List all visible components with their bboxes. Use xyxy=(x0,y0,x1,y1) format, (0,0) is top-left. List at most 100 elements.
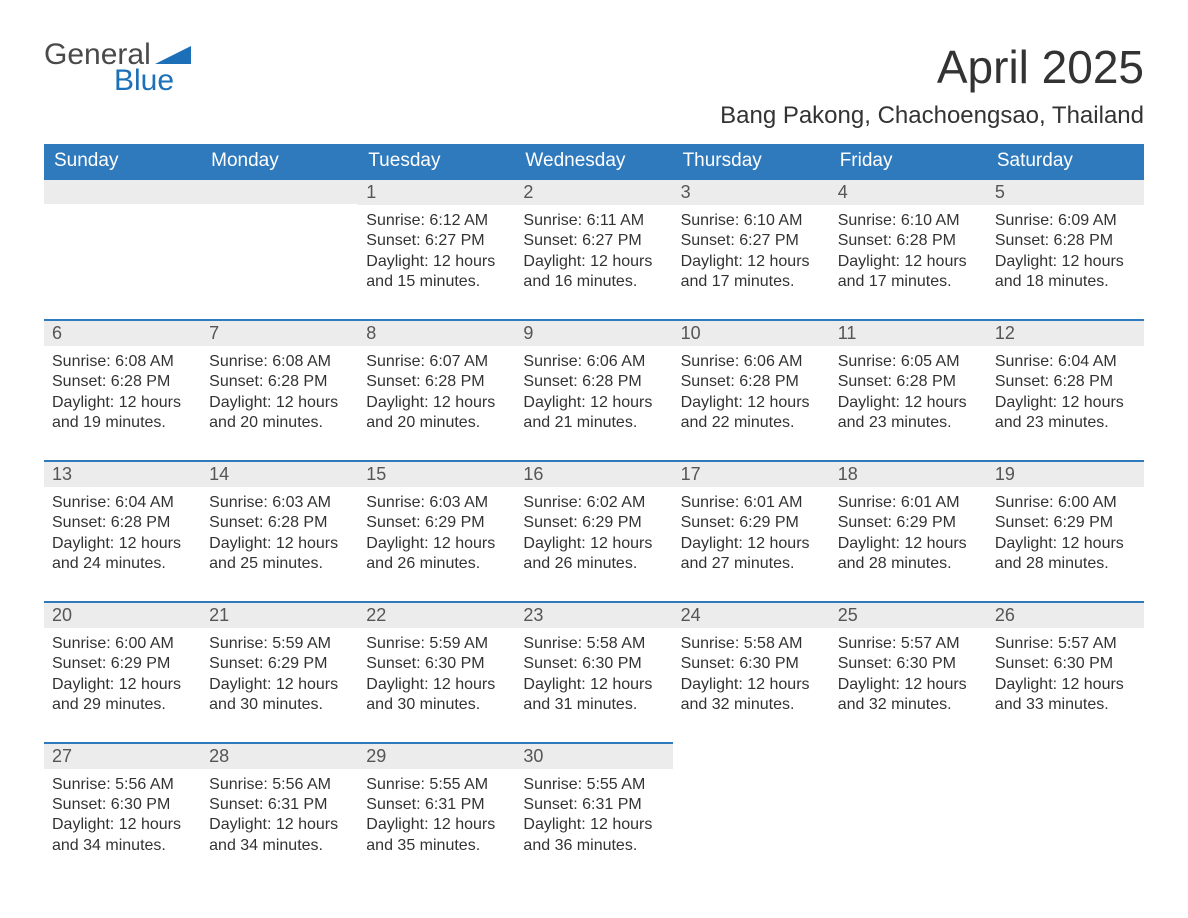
brand-logo: General Blue xyxy=(44,40,191,96)
daylight-line-1: Daylight: 12 hours xyxy=(523,252,664,272)
daylight-line-1: Daylight: 12 hours xyxy=(52,675,193,695)
day-number: 2 xyxy=(515,180,672,205)
sunset-line: Sunset: 6:28 PM xyxy=(681,372,822,392)
sunrise-line: Sunrise: 6:08 AM xyxy=(52,352,193,372)
daylight-line-2: and 36 minutes. xyxy=(523,836,664,856)
day-details: Sunrise: 6:02 AMSunset: 6:29 PMDaylight:… xyxy=(515,487,672,575)
sunset-line: Sunset: 6:30 PM xyxy=(995,654,1136,674)
sunrise-line: Sunrise: 6:06 AM xyxy=(523,352,664,372)
sunset-line: Sunset: 6:30 PM xyxy=(523,654,664,674)
day-cell: 1Sunrise: 6:12 AMSunset: 6:27 PMDaylight… xyxy=(358,179,515,320)
day-number: 25 xyxy=(830,603,987,628)
sunset-line: Sunset: 6:27 PM xyxy=(681,231,822,251)
day-number: 28 xyxy=(201,744,358,769)
daylight-line-2: and 33 minutes. xyxy=(995,695,1136,715)
dow-header: Tuesday xyxy=(358,144,515,179)
daylight-line-1: Daylight: 12 hours xyxy=(52,393,193,413)
day-details: Sunrise: 6:04 AMSunset: 6:28 PMDaylight:… xyxy=(44,487,201,575)
sunrise-line: Sunrise: 6:11 AM xyxy=(523,211,664,231)
sunrise-line: Sunrise: 5:59 AM xyxy=(209,634,350,654)
daylight-line-1: Daylight: 12 hours xyxy=(52,534,193,554)
daylight-line-1: Daylight: 12 hours xyxy=(366,393,507,413)
week-row: 6Sunrise: 6:08 AMSunset: 6:28 PMDaylight… xyxy=(44,320,1144,461)
daylight-line-1: Daylight: 12 hours xyxy=(366,534,507,554)
daylight-line-1: Daylight: 12 hours xyxy=(209,393,350,413)
sunset-line: Sunset: 6:28 PM xyxy=(523,372,664,392)
sunset-line: Sunset: 6:30 PM xyxy=(681,654,822,674)
day-details: Sunrise: 5:58 AMSunset: 6:30 PMDaylight:… xyxy=(673,628,830,716)
sunrise-line: Sunrise: 6:10 AM xyxy=(681,211,822,231)
day-details: Sunrise: 6:05 AMSunset: 6:28 PMDaylight:… xyxy=(830,346,987,434)
daylight-line-2: and 21 minutes. xyxy=(523,413,664,433)
sunrise-line: Sunrise: 5:57 AM xyxy=(995,634,1136,654)
day-cell: 14Sunrise: 6:03 AMSunset: 6:28 PMDayligh… xyxy=(201,461,358,602)
day-number: 4 xyxy=(830,180,987,205)
sunset-line: Sunset: 6:31 PM xyxy=(209,795,350,815)
daylight-line-1: Daylight: 12 hours xyxy=(209,675,350,695)
day-cell: 29Sunrise: 5:55 AMSunset: 6:31 PMDayligh… xyxy=(358,743,515,883)
day-cell: 16Sunrise: 6:02 AMSunset: 6:29 PMDayligh… xyxy=(515,461,672,602)
day-details: Sunrise: 6:01 AMSunset: 6:29 PMDaylight:… xyxy=(830,487,987,575)
day-number: 18 xyxy=(830,462,987,487)
sunrise-line: Sunrise: 5:59 AM xyxy=(366,634,507,654)
brand-name-sub: Blue xyxy=(114,66,191,96)
sunset-line: Sunset: 6:29 PM xyxy=(52,654,193,674)
empty-daynum xyxy=(44,180,201,204)
daylight-line-2: and 15 minutes. xyxy=(366,272,507,292)
day-number: 29 xyxy=(358,744,515,769)
week-row: 1Sunrise: 6:12 AMSunset: 6:27 PMDaylight… xyxy=(44,179,1144,320)
daylight-line-2: and 24 minutes. xyxy=(52,554,193,574)
sunrise-line: Sunrise: 6:08 AM xyxy=(209,352,350,372)
day-cell: 24Sunrise: 5:58 AMSunset: 6:30 PMDayligh… xyxy=(673,602,830,743)
sunrise-line: Sunrise: 5:55 AM xyxy=(523,775,664,795)
daylight-line-1: Daylight: 12 hours xyxy=(523,534,664,554)
day-number: 24 xyxy=(673,603,830,628)
daylight-line-2: and 25 minutes. xyxy=(209,554,350,574)
daylight-line-1: Daylight: 12 hours xyxy=(366,252,507,272)
sunrise-line: Sunrise: 5:56 AM xyxy=(52,775,193,795)
daylight-line-1: Daylight: 12 hours xyxy=(838,534,979,554)
daylight-line-2: and 34 minutes. xyxy=(52,836,193,856)
sunrise-line: Sunrise: 5:57 AM xyxy=(838,634,979,654)
daylight-line-1: Daylight: 12 hours xyxy=(366,675,507,695)
day-details: Sunrise: 6:00 AMSunset: 6:29 PMDaylight:… xyxy=(44,628,201,716)
dow-header: Wednesday xyxy=(515,144,672,179)
sunset-line: Sunset: 6:29 PM xyxy=(838,513,979,533)
sunset-line: Sunset: 6:28 PM xyxy=(838,231,979,251)
day-number: 9 xyxy=(515,321,672,346)
day-cell: 3Sunrise: 6:10 AMSunset: 6:27 PMDaylight… xyxy=(673,179,830,320)
day-number: 27 xyxy=(44,744,201,769)
day-number: 13 xyxy=(44,462,201,487)
daylight-line-1: Daylight: 12 hours xyxy=(838,252,979,272)
day-cell: 5Sunrise: 6:09 AMSunset: 6:28 PMDaylight… xyxy=(987,179,1144,320)
day-cell: 26 Sunrise: 5:57 AMSunset: 6:30 PMDayligh… xyxy=(987,602,1144,743)
sunset-line: Sunset: 6:28 PM xyxy=(366,372,507,392)
sunrise-line: Sunrise: 6:04 AM xyxy=(995,352,1136,372)
day-number: 1 xyxy=(358,180,515,205)
daylight-line-2: and 27 minutes. xyxy=(681,554,822,574)
daylight-line-1: Daylight: 12 hours xyxy=(681,393,822,413)
day-number: 7 xyxy=(201,321,358,346)
sunrise-line: Sunrise: 6:07 AM xyxy=(366,352,507,372)
day-details: Sunrise: 6:00 AMSunset: 6:29 PMDaylight:… xyxy=(987,487,1144,575)
sunset-line: Sunset: 6:29 PM xyxy=(366,513,507,533)
daylight-line-1: Daylight: 12 hours xyxy=(366,815,507,835)
daylight-line-2: and 35 minutes. xyxy=(366,836,507,856)
sunrise-line: Sunrise: 6:03 AM xyxy=(366,493,507,513)
day-details: Sunrise: 5:56 AMSunset: 6:30 PMDaylight:… xyxy=(44,769,201,857)
daylight-line-1: Daylight: 12 hours xyxy=(52,815,193,835)
daylight-line-1: Daylight: 12 hours xyxy=(681,252,822,272)
daylight-line-1: Daylight: 12 hours xyxy=(995,675,1136,695)
day-details: Sunrise: 6:08 AMSunset: 6:28 PMDaylight:… xyxy=(44,346,201,434)
sunset-line: Sunset: 6:28 PM xyxy=(209,513,350,533)
dow-header: Monday xyxy=(201,144,358,179)
sunset-line: Sunset: 6:27 PM xyxy=(523,231,664,251)
daylight-line-2: and 32 minutes. xyxy=(838,695,979,715)
brand-flag-icon xyxy=(155,46,191,64)
day-details: Sunrise: 6:07 AMSunset: 6:28 PMDaylight:… xyxy=(358,346,515,434)
day-details: Sunrise: 5:55 AMSunset: 6:31 PMDaylight:… xyxy=(358,769,515,857)
daylight-line-1: Daylight: 12 hours xyxy=(681,675,822,695)
daylight-line-1: Daylight: 12 hours xyxy=(995,252,1136,272)
sunset-line: Sunset: 6:28 PM xyxy=(995,372,1136,392)
day-number: 26 xyxy=(987,603,1144,628)
